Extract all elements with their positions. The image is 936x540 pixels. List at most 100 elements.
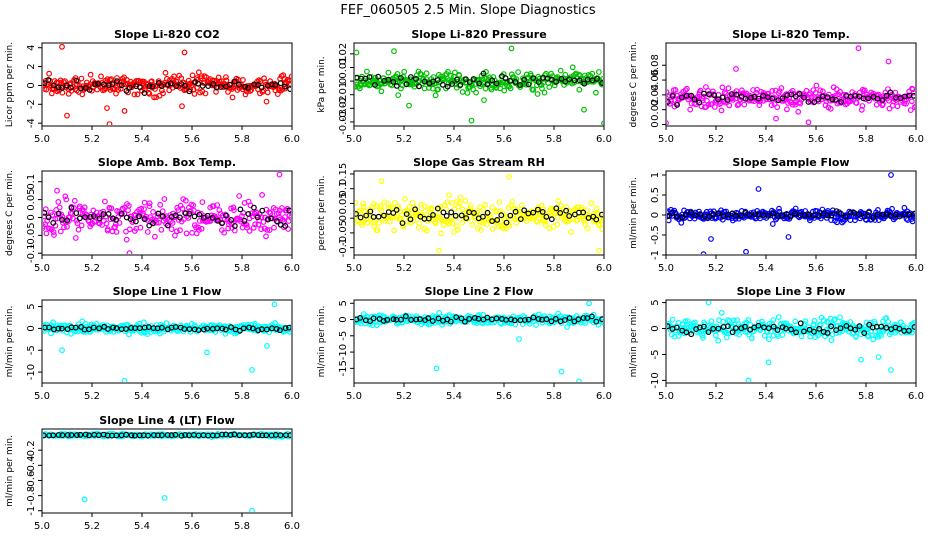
data-point bbox=[596, 222, 603, 229]
data-point bbox=[87, 71, 94, 78]
y-tick-label: 0 bbox=[338, 78, 349, 84]
data-point bbox=[425, 215, 432, 222]
data-point bbox=[543, 213, 550, 220]
data-point bbox=[73, 432, 80, 439]
data-point bbox=[397, 215, 404, 222]
data-point bbox=[748, 94, 754, 101]
data-point bbox=[667, 323, 671, 330]
data-point bbox=[286, 324, 291, 331]
data-point bbox=[484, 209, 491, 216]
data-point bbox=[155, 210, 162, 217]
data-point bbox=[886, 105, 893, 112]
y-tick-label: 0 bbox=[26, 214, 37, 220]
data-point bbox=[289, 210, 291, 217]
data-point bbox=[700, 93, 707, 100]
y-tick-label: 0 bbox=[338, 316, 349, 322]
data-point bbox=[105, 326, 111, 332]
y-tick-label: 0.06 bbox=[650, 69, 661, 91]
data-point bbox=[186, 210, 193, 217]
data-point bbox=[355, 199, 359, 206]
data-point bbox=[541, 89, 548, 96]
data-point bbox=[553, 78, 560, 85]
data-point bbox=[452, 212, 459, 219]
data-point bbox=[125, 207, 131, 214]
data-point bbox=[852, 326, 859, 333]
data-point bbox=[72, 324, 79, 331]
x-tick-label: 5.4 bbox=[758, 391, 774, 402]
data-point bbox=[576, 378, 582, 382]
data-point bbox=[123, 431, 130, 438]
data-point bbox=[64, 217, 71, 224]
data-point bbox=[55, 210, 62, 217]
data-point bbox=[50, 219, 57, 226]
data-point bbox=[435, 315, 442, 322]
data-point bbox=[45, 76, 52, 83]
data-point bbox=[140, 319, 147, 326]
data-point bbox=[246, 432, 253, 439]
data-point bbox=[114, 78, 120, 84]
data-point bbox=[268, 215, 274, 222]
data-point bbox=[769, 87, 776, 94]
data-point bbox=[788, 326, 794, 333]
data-point bbox=[827, 105, 834, 112]
data-point bbox=[503, 219, 510, 226]
data-point bbox=[502, 75, 509, 82]
data-point bbox=[159, 213, 166, 220]
data-point bbox=[843, 323, 850, 329]
data-point bbox=[911, 324, 915, 330]
y-axis-label: kPa per min. bbox=[317, 56, 327, 112]
data-point bbox=[378, 207, 385, 214]
data-point bbox=[457, 194, 464, 201]
data-point bbox=[205, 83, 212, 89]
data-point bbox=[195, 69, 202, 76]
data-point bbox=[59, 347, 65, 354]
data-point bbox=[63, 196, 70, 203]
data-point bbox=[599, 226, 603, 233]
data-point bbox=[268, 81, 275, 88]
data-point bbox=[189, 72, 196, 79]
data-point bbox=[390, 78, 397, 85]
data-point bbox=[467, 203, 474, 210]
panel-title: Slope Gas Stream RH bbox=[413, 156, 545, 169]
data-point bbox=[72, 235, 79, 241]
data-point bbox=[815, 212, 822, 219]
y-tick-label: 0.01 bbox=[338, 56, 349, 78]
data-point bbox=[481, 97, 487, 103]
data-point bbox=[569, 64, 576, 71]
data-point bbox=[254, 81, 261, 88]
data-point bbox=[792, 101, 799, 108]
data-point bbox=[61, 224, 67, 231]
data-point bbox=[554, 221, 561, 228]
data-point bbox=[589, 70, 596, 77]
data-point bbox=[259, 432, 266, 439]
data-point bbox=[186, 88, 193, 95]
data-point bbox=[506, 222, 513, 229]
data-point bbox=[390, 210, 397, 216]
data-point bbox=[667, 98, 671, 105]
data-point bbox=[582, 72, 588, 79]
data-point bbox=[580, 209, 587, 216]
y-tick-label: -5 bbox=[338, 331, 349, 341]
data-point bbox=[123, 326, 129, 332]
figure-title: FEF_060505 2.5 Min. Slope Diagnostics bbox=[340, 3, 595, 18]
data-point bbox=[792, 318, 799, 325]
data-point bbox=[366, 321, 373, 328]
y-tick-label: -10 bbox=[338, 344, 349, 360]
data-point bbox=[590, 213, 597, 220]
data-point bbox=[682, 211, 689, 218]
data-point bbox=[355, 211, 359, 217]
data-point bbox=[802, 212, 808, 218]
data-point bbox=[509, 198, 516, 205]
data-point bbox=[515, 208, 522, 214]
data-point bbox=[375, 213, 382, 220]
data-point bbox=[255, 432, 262, 439]
data-point bbox=[191, 213, 198, 220]
data-point bbox=[81, 204, 88, 211]
data-point bbox=[697, 211, 703, 218]
data-point bbox=[116, 219, 123, 226]
data-point bbox=[507, 212, 514, 219]
data-point bbox=[123, 87, 130, 94]
data-point bbox=[469, 221, 476, 228]
data-point bbox=[593, 318, 600, 325]
data-point bbox=[71, 197, 78, 204]
